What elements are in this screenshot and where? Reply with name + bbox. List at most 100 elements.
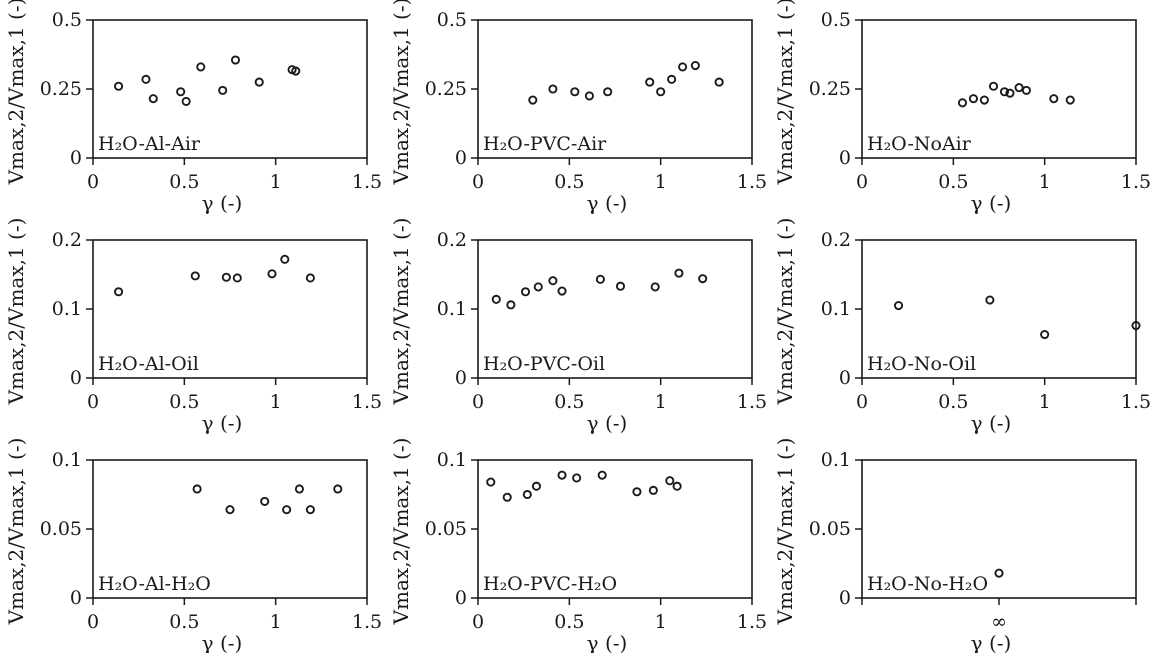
y-tick-label: 0.1	[52, 298, 82, 320]
data-point	[232, 273, 242, 283]
data-point	[999, 87, 1010, 97]
y-tick-label: 0	[839, 147, 851, 169]
data-point	[994, 568, 1004, 578]
subplot-7: 0 0.5 1 1.5 0 0.05 0.1 γ (-) Vmax,2/Vmax,1 (-) H₂…	[4, 438, 382, 655]
data-point	[1049, 94, 1059, 104]
y-tick-label: 0	[455, 587, 467, 609]
y-axis-label: Vmax,2/Vmax,1 (-)	[389, 218, 413, 406]
x-axis-label: γ (-)	[202, 411, 243, 435]
data-point	[294, 484, 304, 494]
x-tick-label: 1	[655, 171, 667, 193]
data-point	[557, 286, 567, 296]
data-point	[648, 485, 658, 495]
data-point	[595, 274, 605, 284]
data-point	[968, 94, 978, 104]
x-tick-label: 1.5	[352, 391, 382, 413]
x-tick-label: 0	[87, 171, 99, 193]
x-axis-label: γ (-)	[971, 411, 1012, 435]
x-tick-label: 1	[655, 391, 667, 413]
data-point	[176, 87, 186, 97]
subplot-9: ∞ 0 0.05 0.1 γ (-) Vmax,2/Vmax,1 (-) H₂O-No-H₂…	[773, 438, 1137, 655]
data-point	[506, 300, 516, 310]
data-point	[260, 496, 270, 506]
x-tick-label: 0.5	[554, 391, 584, 413]
data-point	[714, 77, 724, 87]
y-tick-label: 0.5	[437, 9, 467, 31]
x-axis-label: γ (-)	[587, 411, 628, 435]
x-tick-label: 1.5	[352, 171, 382, 193]
x-tick-label: 0	[472, 171, 484, 193]
x-axis-label: γ (-)	[971, 191, 1012, 215]
data-point	[333, 484, 343, 494]
data-point	[1131, 321, 1141, 331]
data-point	[957, 98, 968, 108]
y-tick-label: 0	[70, 147, 82, 169]
data-point	[141, 74, 151, 84]
data-point	[305, 505, 315, 515]
data-point	[979, 95, 989, 105]
x-axis-label: γ (-)	[587, 631, 628, 653]
y-tick-label: 0.1	[437, 449, 467, 471]
y-axis-label: Vmax,2/Vmax,1 (-)	[4, 438, 28, 626]
data-point	[1065, 95, 1075, 105]
x-tick-label: 1.5	[1121, 391, 1151, 413]
panel-label: H₂O-No-Oil	[867, 353, 976, 375]
x-tick-label: 0.5	[938, 391, 968, 413]
y-tick-label: 0	[70, 587, 82, 609]
data-point	[667, 74, 677, 84]
y-tick-label: 0.25	[40, 78, 82, 100]
x-tick-label: ∞	[991, 611, 1007, 633]
data-point	[988, 81, 999, 91]
data-point	[1014, 83, 1024, 93]
x-tick-label: 0.5	[169, 391, 199, 413]
x-tick-label: 1.5	[1121, 171, 1151, 193]
data-point	[570, 87, 580, 97]
y-tick-label: 0.2	[437, 229, 467, 251]
x-tick-label: 0	[856, 391, 868, 413]
data-point	[192, 484, 202, 494]
y-axis-label: Vmax,2/Vmax,1 (-)	[773, 218, 797, 406]
data-point	[502, 492, 512, 502]
x-axis-label: γ (-)	[202, 631, 243, 653]
data-point	[1021, 85, 1031, 95]
panel-label: H₂O-PVC-Air	[483, 133, 607, 155]
x-tick-label: 1.5	[737, 171, 767, 193]
data-point	[650, 282, 660, 292]
y-tick-label: 0.5	[52, 9, 82, 31]
subplot-5: 0 0.5 1 1.5 0 0.1 0.2 γ (-) Vmax,2/Vmax,1 (-) H₂O…	[389, 218, 767, 435]
data-point	[181, 96, 191, 106]
x-axis-label: γ (-)	[587, 191, 628, 215]
data-point	[584, 91, 594, 101]
y-tick-label: 0	[455, 367, 467, 389]
y-tick-label: 0.25	[425, 78, 467, 100]
subplot-6: 0 0.5 1 1.5 0 0.1 0.2 γ (-) Vmax,2/Vmax,1 (-) H₂O…	[773, 218, 1151, 435]
y-axis-label: Vmax,2/Vmax,1 (-)	[389, 0, 413, 185]
y-tick-label: 0.05	[425, 518, 467, 540]
y-tick-label: 0.1	[437, 298, 467, 320]
data-point	[548, 276, 558, 286]
panel-label: H₂O-PVC-Oil	[483, 353, 605, 375]
data-point	[230, 55, 241, 65]
data-point	[548, 84, 558, 94]
data-point	[698, 274, 708, 284]
data-point	[486, 477, 496, 487]
x-tick-label: 0.5	[554, 611, 584, 633]
x-tick-label: 1	[1039, 391, 1051, 413]
data-point	[645, 77, 655, 87]
subplot-2: 0 0.5 1 1.500.250.5γ (-)Vmax,2/Vmax,1 (-) H₂…	[389, 0, 767, 215]
y-axis-label: Vmax,2/Vmax,1 (-)	[773, 0, 797, 185]
panel-label: H₂O-Al-H₂O	[98, 573, 211, 595]
data-point	[305, 273, 315, 283]
y-tick-label: 0	[839, 367, 851, 389]
x-tick-label: 1	[655, 611, 667, 633]
data-point	[225, 505, 235, 515]
data-point	[280, 254, 290, 264]
y-tick-label: 0.1	[821, 298, 851, 320]
data-point	[520, 287, 531, 297]
data-point	[1040, 329, 1050, 340]
data-point	[190, 271, 200, 281]
x-tick-label: 0	[472, 391, 484, 413]
panel-label: H₂O-PVC-H₂O	[483, 573, 617, 595]
